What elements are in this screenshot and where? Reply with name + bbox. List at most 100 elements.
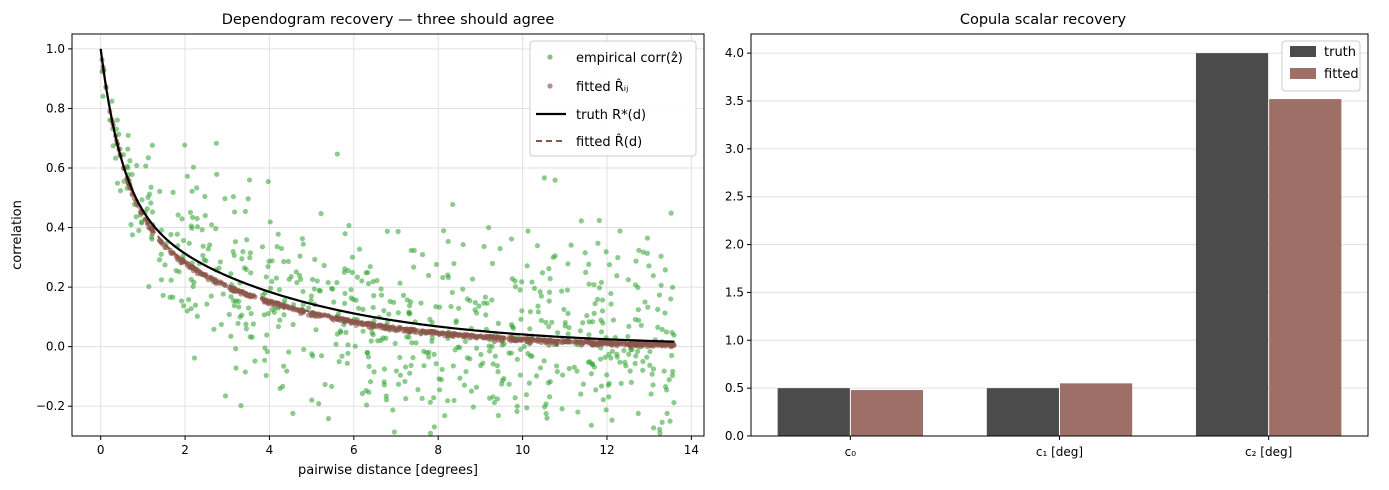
empirical-point-123 — [664, 410, 670, 417]
left-ytick-label-0: −0.2 — [36, 399, 65, 413]
empirical-point-473 — [645, 304, 651, 310]
empirical-point-350 — [296, 272, 303, 278]
empirical-point-294 — [524, 405, 530, 411]
empirical-point-230 — [343, 329, 349, 335]
empirical-point-675 — [489, 344, 495, 350]
empirical-point-673 — [308, 297, 314, 303]
empirical-point-211 — [359, 278, 365, 284]
empirical-point-495 — [208, 293, 214, 299]
empirical-point-691 — [427, 399, 433, 405]
empirical-point-195 — [644, 250, 650, 256]
empirical-point-538 — [635, 284, 641, 291]
empirical-point-549 — [543, 401, 549, 407]
empirical-point-375 — [408, 362, 414, 369]
empirical-point-636 — [127, 158, 133, 164]
empirical-point-175 — [433, 261, 440, 268]
empirical-point-470 — [580, 381, 587, 387]
empirical-point-370 — [605, 382, 611, 388]
empirical-point-512 — [316, 287, 322, 293]
empirical-point-567 — [484, 300, 490, 306]
bars — [777, 53, 1342, 437]
empirical-point-38 — [284, 368, 290, 374]
left-ytick-label-4: 0.6 — [46, 161, 65, 175]
empirical-point-320 — [228, 271, 234, 277]
left-xtick-label-6: 12 — [599, 443, 614, 457]
empirical-point-91 — [247, 334, 253, 340]
empirical-point-330 — [560, 372, 566, 378]
empirical-point-334 — [564, 287, 571, 293]
empirical-point-138 — [202, 213, 208, 219]
bar-fitted-0 — [850, 390, 924, 436]
empirical-point-528 — [473, 384, 480, 390]
empirical-point-553 — [495, 412, 501, 419]
empirical-point-36 — [472, 299, 478, 306]
empirical-point-284 — [334, 279, 340, 286]
empirical-point-126 — [614, 354, 620, 360]
empirical-point-41 — [311, 286, 317, 292]
empirical-point-29 — [391, 429, 397, 435]
empirical-point-643 — [189, 225, 195, 231]
empirical-point-248 — [535, 309, 541, 315]
empirical-point-507 — [431, 424, 437, 430]
empirical-point-487 — [158, 277, 165, 283]
right-xtick-label-0: c₀ — [845, 445, 857, 459]
empirical-point-122 — [578, 218, 584, 224]
empirical-point-28 — [194, 185, 200, 191]
empirical-point-154 — [546, 324, 552, 330]
fitted-point-626 — [238, 291, 244, 297]
empirical-point-369 — [651, 425, 657, 431]
empirical-point-588 — [352, 343, 358, 349]
right-y-axis-ticks: 0.0 0.5 1.0 1.5 2.0 2.5 3.0 3.5 4.0 — [725, 46, 751, 443]
empirical-point-497 — [299, 236, 305, 242]
empirical-point-611 — [336, 311, 342, 317]
empirical-point-559 — [600, 320, 606, 326]
empirical-point-6 — [339, 353, 345, 359]
right-legend: truth fitted — [1281, 40, 1361, 92]
empirical-point-378 — [669, 372, 676, 378]
empirical-point-68 — [489, 260, 496, 267]
empirical-point-571 — [397, 280, 403, 286]
empirical-point-198 — [129, 232, 136, 238]
empirical-point-679 — [278, 245, 285, 252]
left-legend-box — [529, 40, 697, 157]
empirical-point-371 — [280, 383, 286, 390]
left-xtick-label-0: 0 — [97, 443, 105, 457]
empirical-point-482 — [610, 317, 617, 323]
fitted-point-682 — [413, 329, 419, 336]
empirical-point-591 — [220, 291, 226, 297]
empirical-point-516 — [344, 360, 350, 366]
empirical-point-644 — [421, 348, 427, 355]
empirical-point-579 — [486, 348, 493, 354]
empirical-point-49 — [670, 368, 676, 374]
empirical-point-30 — [392, 340, 398, 347]
empirical-point-111 — [584, 313, 590, 319]
empirical-point-520 — [519, 308, 525, 314]
fitted-point-598 — [286, 305, 292, 311]
empirical-point-372 — [410, 354, 416, 361]
fitted-point-619 — [406, 329, 412, 335]
empirical-point-396 — [636, 247, 642, 253]
empirical-point-185 — [627, 368, 633, 374]
empirical-point-527 — [180, 237, 187, 244]
empirical-point-205 — [608, 290, 614, 297]
empirical-point-121 — [596, 217, 602, 224]
empirical-point-447 — [580, 320, 586, 326]
fitted-point-601 — [592, 340, 598, 346]
empirical-point-393 — [450, 363, 456, 369]
empirical-point-260 — [370, 332, 376, 338]
empirical-point-250 — [407, 370, 413, 376]
empirical-point-649 — [464, 355, 470, 361]
empirical-point-523 — [425, 272, 432, 279]
empirical-point-305 — [381, 379, 387, 385]
empirical-point-664 — [148, 184, 154, 190]
empirical-point-273 — [519, 279, 525, 285]
empirical-point-54 — [463, 368, 469, 375]
empirical-point-563 — [263, 274, 269, 280]
empirical-point-87 — [550, 254, 556, 260]
empirical-point-623 — [145, 155, 151, 161]
empirical-point-388 — [588, 422, 594, 428]
empirical-point-15 — [561, 306, 567, 313]
empirical-point-285 — [213, 140, 219, 146]
empirical-point-233 — [451, 260, 457, 267]
empirical-point-409 — [222, 196, 228, 202]
